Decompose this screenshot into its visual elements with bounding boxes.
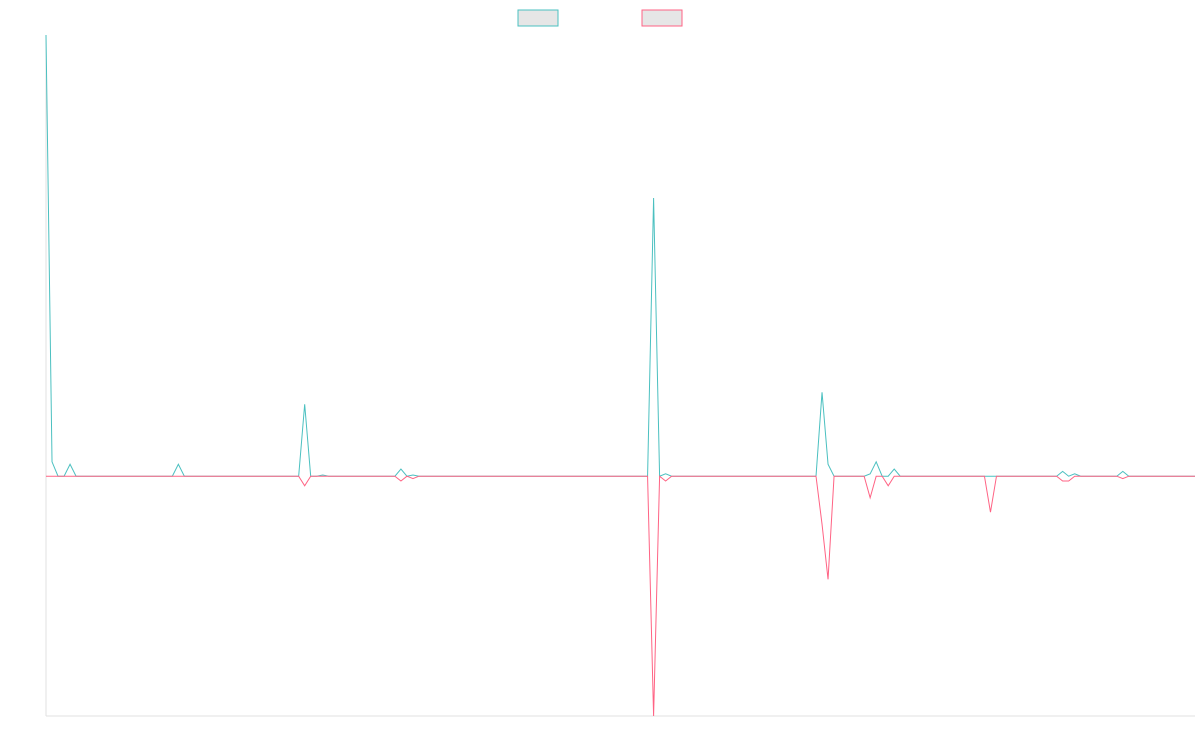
series-layer — [45, 34, 1195, 717]
legend — [517, 9, 683, 27]
legend-swatch-2[interactable] — [641, 9, 683, 27]
series-line-1 — [45, 34, 1195, 477]
series-line-2 — [46, 475, 1195, 717]
axes — [45, 35, 1195, 717]
legend-swatch-1[interactable] — [517, 9, 559, 27]
